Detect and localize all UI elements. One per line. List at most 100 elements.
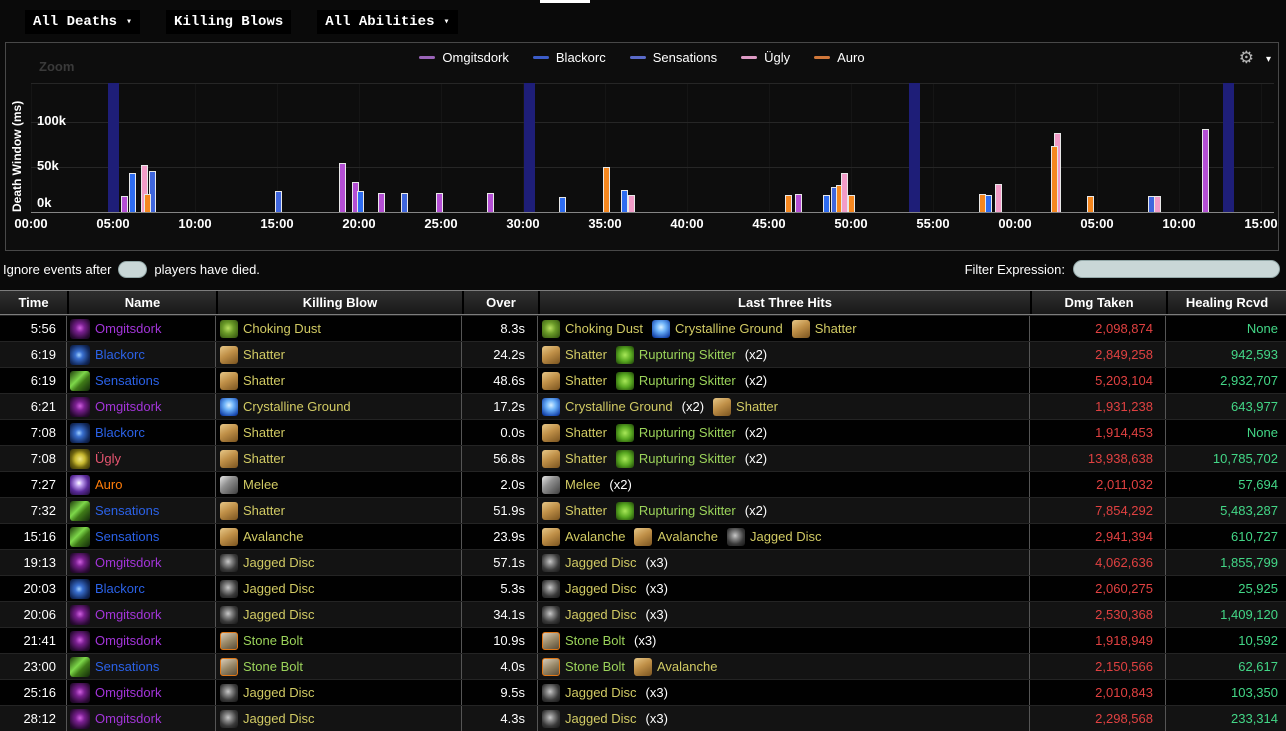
ability-label[interactable]: Stone Bolt (565, 659, 625, 674)
player-name[interactable]: Sensations (95, 373, 160, 388)
death-bar-omgitsdork[interactable] (795, 194, 803, 212)
ability-label[interactable]: Avalanche (565, 529, 626, 544)
ability-label[interactable]: Jagged Disc (243, 711, 315, 726)
ability-label[interactable]: Shatter (565, 503, 607, 518)
ability-label[interactable]: Avalanche (657, 529, 718, 544)
death-bar-sensations[interactable] (1147, 195, 1155, 212)
player-name[interactable]: Blackorc (95, 347, 145, 362)
player-name[interactable]: Ügly (95, 451, 122, 466)
ability-label[interactable]: Crystalline Ground (675, 321, 783, 336)
death-bar-gly[interactable] (627, 194, 635, 212)
legend-item-omgitsdork[interactable]: Omgitsdork (419, 50, 509, 65)
player-name[interactable]: Sensations (95, 659, 160, 674)
ability-label[interactable]: Shatter (814, 321, 857, 336)
ability-label[interactable]: Shatter (243, 347, 285, 362)
ability-label[interactable]: Jagged Disc (243, 555, 315, 570)
death-bar-sensations[interactable] (275, 191, 283, 212)
death-bar-blackorc[interactable] (985, 194, 993, 212)
death-bar-auro[interactable] (978, 194, 986, 212)
column-header-dmg-taken[interactable]: Dmg Taken (1030, 291, 1166, 314)
ability-label[interactable]: Rupturing Skitter (638, 347, 736, 362)
player-name[interactable]: Omgitsdork (95, 607, 162, 622)
death-bar-blackorc[interactable] (129, 173, 137, 212)
ability-label[interactable]: Choking Dust (565, 321, 644, 336)
ability-label[interactable]: Shatter (736, 399, 778, 414)
column-header-name[interactable]: Name (67, 291, 216, 314)
death-bar-blackorc[interactable] (621, 189, 629, 212)
ability-label[interactable]: Melee (243, 477, 279, 492)
menu-item-all-abilities[interactable]: All Abilities ▾ (317, 10, 458, 34)
death-bar-auro[interactable] (143, 194, 151, 212)
menu-item-all-deaths[interactable]: All Deaths ▾ (25, 10, 141, 34)
death-bar-auro[interactable] (603, 167, 611, 212)
death-bar-blackorc[interactable] (357, 190, 365, 212)
player-name[interactable]: Omgitsdork (95, 711, 162, 726)
death-bar-auro[interactable] (785, 194, 793, 212)
death-bar-gly[interactable] (995, 184, 1003, 212)
player-name[interactable]: Blackorc (95, 581, 145, 596)
death-bar-omgitsdork[interactable] (339, 162, 347, 212)
ability-label[interactable]: Jagged Disc (243, 685, 315, 700)
ability-label[interactable]: Stone Bolt (243, 659, 303, 674)
death-bar-auro[interactable] (1050, 145, 1058, 212)
ability-label[interactable]: Jagged Disc (565, 711, 637, 726)
ability-label[interactable]: Shatter (243, 451, 285, 466)
ability-label[interactable]: Jagged Disc (565, 685, 637, 700)
death-bar-blackorc[interactable] (822, 194, 830, 212)
ability-label[interactable]: Shatter (243, 503, 285, 518)
column-header-time[interactable]: Time (0, 291, 67, 314)
legend-item-auro[interactable]: Auro (814, 50, 865, 65)
death-bar-auro[interactable] (1086, 195, 1094, 212)
ability-label[interactable]: Shatter (565, 425, 607, 440)
column-header-over[interactable]: Over (462, 291, 538, 314)
ability-label[interactable]: Shatter (565, 347, 607, 362)
ability-label[interactable]: Rupturing Skitter (638, 373, 736, 388)
ability-label[interactable]: Avalanche (657, 659, 718, 674)
gear-icon[interactable]: ⚙ (1238, 48, 1254, 67)
ability-label[interactable]: Shatter (565, 373, 607, 388)
death-bar-omgitsdork[interactable] (378, 193, 386, 212)
ignore-events-input[interactable] (118, 261, 148, 278)
ability-label[interactable]: Crystalline Ground (565, 399, 673, 414)
legend-item-gly[interactable]: Ügly (741, 50, 790, 65)
ability-label[interactable]: Jagged Disc (243, 607, 315, 622)
chart-menu-caret-icon[interactable]: ▾ (1265, 54, 1271, 65)
ability-label[interactable]: Rupturing Skitter (638, 503, 736, 518)
ability-label[interactable]: Melee (565, 477, 601, 492)
filter-expression-input[interactable] (1073, 260, 1280, 278)
death-bar-gly[interactable] (840, 173, 848, 212)
ability-label[interactable]: Jagged Disc (749, 529, 822, 544)
ability-label[interactable]: Avalanche (243, 529, 304, 544)
legend-item-sensations[interactable]: Sensations (629, 50, 717, 65)
menu-item-killing-blows[interactable]: Killing Blows (166, 10, 292, 34)
column-header-healing-rcvd[interactable]: Healing Rcvd (1166, 291, 1286, 314)
ability-label[interactable]: Stone Bolt (243, 633, 303, 648)
ability-label[interactable]: Shatter (243, 373, 285, 388)
ability-label[interactable]: Choking Dust (243, 321, 322, 336)
ability-label[interactable]: Rupturing Skitter (638, 451, 736, 466)
death-bar-omgitsdork[interactable] (120, 195, 128, 212)
column-header-last-three-hits[interactable]: Last Three Hits (538, 291, 1030, 314)
death-bar-gly[interactable] (140, 165, 148, 212)
player-name[interactable]: Auro (95, 477, 123, 492)
ability-label[interactable]: Jagged Disc (243, 581, 315, 596)
ability-label[interactable]: Jagged Disc (565, 581, 637, 596)
death-bar-blackorc[interactable] (558, 196, 566, 212)
ability-label[interactable]: Shatter (565, 451, 607, 466)
player-name[interactable]: Omgitsdork (95, 555, 162, 570)
player-name[interactable]: Omgitsdork (95, 321, 162, 336)
death-bar-auro[interactable] (847, 194, 855, 212)
ability-label[interactable]: Stone Bolt (565, 633, 625, 648)
death-bar-sensations[interactable] (401, 193, 409, 212)
death-bar-sensations[interactable] (148, 170, 156, 212)
player-name[interactable]: Sensations (95, 529, 160, 544)
player-name[interactable]: Omgitsdork (95, 685, 162, 700)
death-bar-gly[interactable] (1154, 195, 1162, 212)
legend-item-blackorc[interactable]: Blackorc (532, 50, 606, 65)
player-name[interactable]: Omgitsdork (95, 399, 162, 414)
ability-label[interactable]: Shatter (243, 425, 285, 440)
death-bar-omgitsdork[interactable] (486, 193, 494, 212)
ability-label[interactable]: Jagged Disc (565, 607, 637, 622)
death-bar-omgitsdork[interactable] (435, 193, 443, 212)
player-name[interactable]: Blackorc (95, 425, 145, 440)
